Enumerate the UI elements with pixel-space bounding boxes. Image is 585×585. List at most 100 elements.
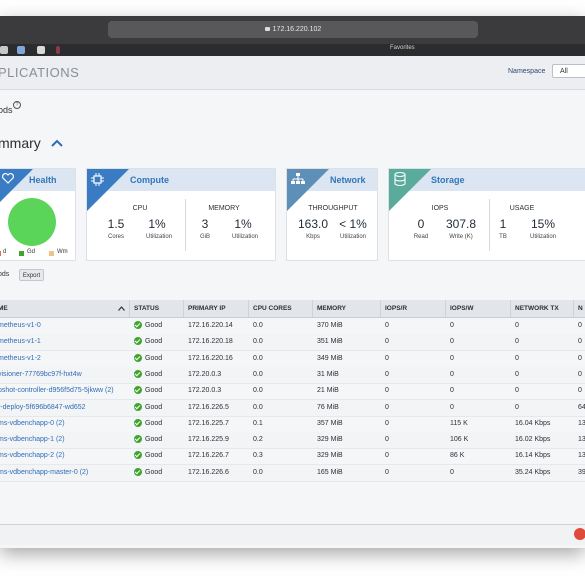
column-header-iops-w[interactable]: IOPS/W (450, 305, 474, 312)
table-row[interactable]: ms-vdbenchapp-2 (2) Good 172.16.226.7 0.3 32… (0, 448, 585, 466)
pod-name-link[interactable]: ms-vdbenchapp-1 (2) (0, 436, 65, 444)
network-rx-cell: 13 (578, 452, 585, 460)
check-circle-icon (134, 435, 142, 444)
iops-label: IOPS (431, 205, 449, 212)
network-rx-cell: 0 (578, 322, 582, 329)
memory-cell: 357 MiB (317, 419, 343, 427)
iops-w-cell: 106 K (450, 436, 469, 444)
pod-name-link[interactable]: pshot-controller-d956f5d75-5jkww (2) (0, 387, 114, 395)
help-icon[interactable]: ? (13, 101, 21, 109)
iops-w-cell: 86 K (450, 452, 465, 460)
pod-name-link[interactable]: metheus-v1-2 (0, 354, 41, 362)
cpu-icon (91, 173, 104, 186)
pod-name-link[interactable]: r-deploy-5f696b6847-wd652 (0, 403, 86, 411)
cpu-cores-cell: 0.0 (253, 370, 263, 378)
legend-label-warn: Wm (57, 249, 68, 255)
table-row[interactable]: ms-vdbenchapp-0 (2) Good 172.16.225.7 0.1 35… (0, 416, 585, 433)
sort-up-icon[interactable] (118, 306, 125, 311)
iops-r-cell: 0 (385, 403, 389, 411)
namespace-select[interactable]: All (552, 64, 585, 78)
health-legend: d Gd Wm (0, 249, 77, 259)
memory-cell: 329 MiB (317, 436, 343, 444)
status-text: Good (145, 354, 163, 362)
breadcrumb[interactable]: ods (0, 105, 13, 115)
table-row[interactable]: ms-vdbenchapp-1 (2) Good 172.16.225.9 0.2 32… (0, 432, 585, 450)
network-tx-cell: 0 (515, 338, 519, 346)
network-tx-cell: 16.14 Kbps (515, 452, 551, 460)
iops-w-cell: 0 (450, 387, 454, 395)
column-header-network-rx[interactable]: N (578, 305, 583, 312)
notification-icon[interactable] (574, 528, 585, 540)
bookmark-icon[interactable] (56, 46, 60, 54)
pod-name-link[interactable]: ms-vdbenchapp-0 (2) (0, 419, 65, 427)
iops-r-cell: 0 (385, 370, 389, 378)
check-circle-icon (134, 369, 142, 378)
chevron-up-icon[interactable] (51, 139, 63, 147)
pods-section-label: ods (0, 271, 10, 278)
iops-r-cell: 0 (385, 354, 389, 362)
bookmark-icon[interactable] (17, 46, 25, 54)
iops-r-cell: 0 (385, 468, 389, 476)
memory-cell: 370 MiB (317, 322, 343, 329)
table-row[interactable]: r-deploy-5f696b6847-wd652 Good 172.16.226.… (0, 399, 585, 417)
check-circle-icon (134, 353, 142, 362)
table-row[interactable]: visioner-77769bc97f-hxt4w Good 172.20.0.3 0… (0, 366, 585, 384)
network-tx-cell: 16.02 Kbps (515, 436, 551, 444)
status-text: Good (145, 322, 163, 329)
network-card: Network THROUGHPUT 163.0 Kbps < 1% Utili… (286, 168, 378, 261)
iops-r-cell: 0 (385, 419, 389, 427)
pod-name-link[interactable]: metheus-v1-1 (0, 338, 41, 346)
column-header-status[interactable]: STATUS (134, 305, 160, 312)
card-header (87, 169, 275, 191)
primary-ip-cell: 172.16.220.18 (188, 338, 233, 346)
network-tx-cell: 0 (515, 354, 519, 362)
column-header-iops-r[interactable]: IOPS/R (385, 305, 408, 312)
divider (185, 199, 186, 251)
column-header-cpu-cores[interactable]: CPU CORES (253, 305, 292, 312)
iops-read-value: 0 (417, 217, 425, 231)
table-row[interactable]: pshot-controller-d956f5d75-5jkww (2) Good… (0, 383, 585, 401)
pod-name-link[interactable]: metheus-v1-0 (0, 322, 41, 329)
check-circle-icon (134, 451, 142, 460)
memory-value: 3 (201, 217, 209, 231)
bookmark-icon[interactable] (37, 46, 45, 54)
throughput-util-label: Utilization (339, 234, 366, 240)
cpu-cores-cell: 0.0 (253, 338, 263, 346)
export-button[interactable]: Export (19, 269, 44, 281)
network-rx-cell: 13 (578, 436, 585, 444)
memory-cell: 31 MiB (317, 370, 339, 378)
favorites-label[interactable]: Favorites (390, 45, 415, 51)
primary-ip-cell: 172.16.220.16 (188, 354, 233, 362)
divider (489, 199, 490, 251)
status-text: Good (145, 338, 163, 346)
throughput-util-value: < 1% (339, 217, 367, 231)
pie-slice-good (8, 198, 56, 246)
primary-ip-cell: 172.16.220.14 (188, 322, 233, 329)
column-header-network-tx[interactable]: NETWORK TX (515, 305, 559, 312)
status-text: Good (145, 403, 163, 411)
column-header-memory[interactable]: MEMORY (317, 305, 347, 312)
check-circle-icon (134, 418, 142, 427)
pod-name-link[interactable]: ms-vdbenchapp-2 (2) (0, 452, 65, 460)
table-row[interactable]: metheus-v1-0 Good 172.16.220.14 0.0 370 MiB 0… (0, 318, 585, 335)
column-divider (510, 300, 511, 317)
table-row[interactable]: ms-vdbenchapp-master-0 (2) Good 172.16.226… (0, 464, 585, 482)
cpu-cores-cell: 0.0 (253, 322, 263, 329)
page-title: PLICATIONS (0, 65, 80, 80)
iops-w-cell: 0 (450, 322, 454, 329)
heart-icon (2, 173, 14, 184)
pod-name-link[interactable]: ms-vdbenchapp-master-0 (2) (0, 468, 89, 476)
column-header-primary-ip[interactable]: PRIMARY IP (188, 305, 226, 312)
bookmark-icon[interactable] (0, 46, 8, 54)
pod-name-link[interactable]: visioner-77769bc97f-hxt4w (0, 370, 82, 378)
iops-r-cell: 0 (385, 387, 389, 395)
cpu-cores-cell: 0.3 (253, 452, 263, 460)
table-row[interactable]: metheus-v1-2 Good 172.16.220.16 0.0 349 MiB 0… (0, 351, 585, 368)
column-divider (573, 300, 574, 317)
column-header-name[interactable]: ME (0, 305, 8, 312)
network-rx-cell: 39 (578, 468, 585, 476)
iops-read-label: Read (413, 234, 429, 240)
address-bar[interactable]: 172.16.220.102 (108, 21, 478, 38)
cpu-label: CPU (132, 205, 148, 212)
table-row[interactable]: metheus-v1-1 Good 172.16.220.18 0.0 351 MiB 0… (0, 334, 585, 352)
